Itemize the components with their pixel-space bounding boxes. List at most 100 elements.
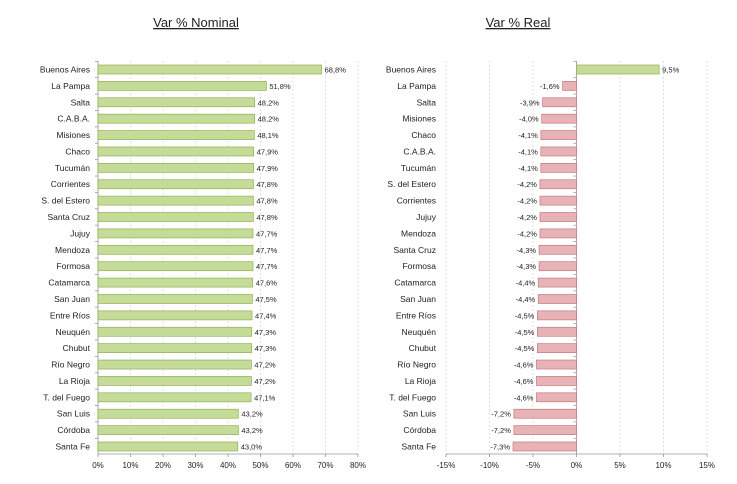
x-tick-label: 20%	[155, 461, 171, 470]
bar	[537, 277, 577, 288]
x-tick-label: 10%	[122, 461, 138, 470]
data-label: 48,2%	[258, 98, 280, 107]
data-label: -4,1%	[518, 147, 538, 156]
data-label: -4,6%	[514, 361, 534, 370]
x-tick-label: -5%	[526, 461, 540, 470]
data-label: 48,1%	[257, 131, 279, 140]
category-label: Mendoza	[401, 228, 436, 238]
bar	[536, 310, 577, 321]
x-tick-label: 80%	[350, 461, 366, 470]
x-tick-label: -10%	[480, 461, 499, 470]
category-label: Chaco	[411, 130, 436, 140]
bar	[97, 179, 254, 190]
bar	[513, 425, 577, 435]
bar	[536, 392, 577, 403]
bar	[97, 97, 255, 108]
bar	[539, 179, 577, 190]
category-label: Catamarca	[394, 278, 436, 288]
data-label: -7,3%	[490, 443, 510, 452]
category-label: Santa Cruz	[393, 245, 436, 255]
category-label: Tucumán	[55, 163, 90, 173]
data-label: -3,9%	[520, 98, 540, 107]
bar	[97, 261, 254, 272]
bar	[97, 310, 253, 321]
category-label: San Juan	[54, 294, 90, 304]
x-tick-label: 70%	[317, 461, 333, 470]
x-tick-label: 0%	[92, 461, 104, 470]
data-label: 43,2%	[241, 426, 263, 435]
data-label: -4,6%	[514, 393, 534, 402]
category-label: C.A.B.A.	[57, 114, 90, 124]
data-label: -4,5%	[515, 311, 535, 320]
bar	[97, 392, 252, 403]
data-label: 47,8%	[256, 180, 278, 189]
bar	[97, 130, 255, 140]
category-label: La Rioja	[405, 376, 436, 386]
bar	[513, 408, 577, 419]
bar	[97, 228, 254, 239]
bar	[536, 343, 577, 354]
data-label: 47,7%	[256, 229, 278, 238]
data-label: 68,8%	[325, 66, 347, 75]
x-tick-label: -15%	[437, 461, 456, 470]
bar	[97, 326, 253, 337]
category-label: San Luis	[403, 409, 436, 419]
bar	[97, 81, 267, 91]
bar	[97, 376, 252, 386]
category-label: Santa Fe	[402, 442, 437, 452]
data-label: -4,1%	[518, 164, 538, 173]
category-label: Misiones	[402, 114, 436, 124]
bar	[512, 441, 577, 452]
category-label: Buenos Aires	[386, 65, 436, 75]
data-label: 47,9%	[257, 164, 279, 173]
bar	[97, 294, 253, 304]
category-label: San Luis	[57, 409, 90, 419]
bar	[539, 195, 577, 206]
data-label: -4,2%	[517, 197, 537, 206]
chart-title: Var % Nominal	[153, 15, 239, 30]
category-label: Entre Ríos	[396, 310, 436, 320]
data-label: 48,2%	[258, 115, 280, 124]
data-label: -4,6%	[514, 377, 534, 386]
category-label: Neuquén	[55, 327, 90, 337]
bar	[97, 441, 239, 452]
bar	[97, 359, 252, 370]
category-label: T. del Fuego	[43, 392, 90, 402]
bar	[97, 244, 254, 255]
bar	[97, 277, 254, 288]
data-label: 47,8%	[256, 213, 278, 222]
x-tick-label: 0%	[571, 461, 583, 470]
data-label: -4,2%	[517, 229, 537, 238]
category-label: La Pampa	[51, 81, 90, 91]
data-label: -1,6%	[540, 82, 560, 91]
bar	[97, 408, 239, 419]
category-label: Misiones	[56, 130, 90, 140]
category-label: Buenos Aires	[40, 65, 90, 75]
data-label: -4,3%	[516, 246, 536, 255]
bar	[97, 64, 322, 75]
category-label: Córdoba	[403, 425, 436, 435]
x-tick-label: 15%	[699, 461, 715, 470]
bar	[97, 343, 253, 354]
data-label: -4,0%	[519, 115, 539, 124]
bar	[97, 425, 239, 435]
category-label: La Pampa	[397, 81, 436, 91]
bar	[97, 195, 254, 206]
data-label: 43,2%	[241, 410, 263, 419]
bar	[538, 244, 577, 255]
category-label: La Rioja	[59, 376, 90, 386]
category-label: Santa Fe	[56, 442, 91, 452]
category-label: Catamarca	[48, 278, 90, 288]
data-label: 47,4%	[255, 311, 277, 320]
category-label: Río Negro	[51, 360, 90, 370]
data-label: 47,5%	[255, 295, 277, 304]
category-label: Jujuy	[416, 212, 437, 222]
data-label: 47,3%	[255, 344, 277, 353]
bar	[576, 64, 660, 75]
bar	[97, 146, 255, 157]
category-label: S. del Estero	[387, 179, 436, 189]
bar	[540, 146, 577, 157]
chart-var-nominal: Var % Nominal 0% 10% 20% 30% 40% 50% 60% 70% 80%…	[40, 15, 366, 470]
category-label: Corrientes	[397, 196, 436, 206]
category-label: Formosa	[56, 261, 90, 271]
